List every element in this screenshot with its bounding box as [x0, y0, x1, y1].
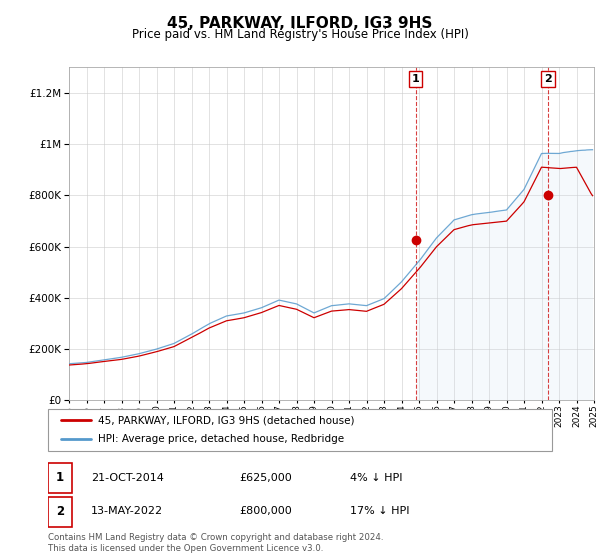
Text: 45, PARKWAY, ILFORD, IG3 9HS (detached house): 45, PARKWAY, ILFORD, IG3 9HS (detached h…	[98, 415, 355, 425]
Text: 45, PARKWAY, ILFORD, IG3 9HS: 45, PARKWAY, ILFORD, IG3 9HS	[167, 16, 433, 31]
FancyBboxPatch shape	[48, 409, 552, 451]
Text: 21-OCT-2014: 21-OCT-2014	[91, 473, 164, 483]
Text: 13-MAY-2022: 13-MAY-2022	[91, 506, 163, 516]
Text: 1: 1	[56, 471, 64, 484]
Text: 2: 2	[544, 74, 552, 84]
Text: £800,000: £800,000	[239, 506, 292, 516]
Text: HPI: Average price, detached house, Redbridge: HPI: Average price, detached house, Redb…	[98, 435, 344, 445]
Text: Contains HM Land Registry data © Crown copyright and database right 2024.
This d: Contains HM Land Registry data © Crown c…	[48, 533, 383, 553]
Text: 2: 2	[56, 505, 64, 517]
FancyBboxPatch shape	[48, 464, 72, 493]
FancyBboxPatch shape	[48, 497, 72, 526]
Text: 4% ↓ HPI: 4% ↓ HPI	[350, 473, 403, 483]
Text: 17% ↓ HPI: 17% ↓ HPI	[350, 506, 410, 516]
Text: Price paid vs. HM Land Registry's House Price Index (HPI): Price paid vs. HM Land Registry's House …	[131, 28, 469, 41]
Text: 1: 1	[412, 74, 419, 84]
Text: £625,000: £625,000	[239, 473, 292, 483]
